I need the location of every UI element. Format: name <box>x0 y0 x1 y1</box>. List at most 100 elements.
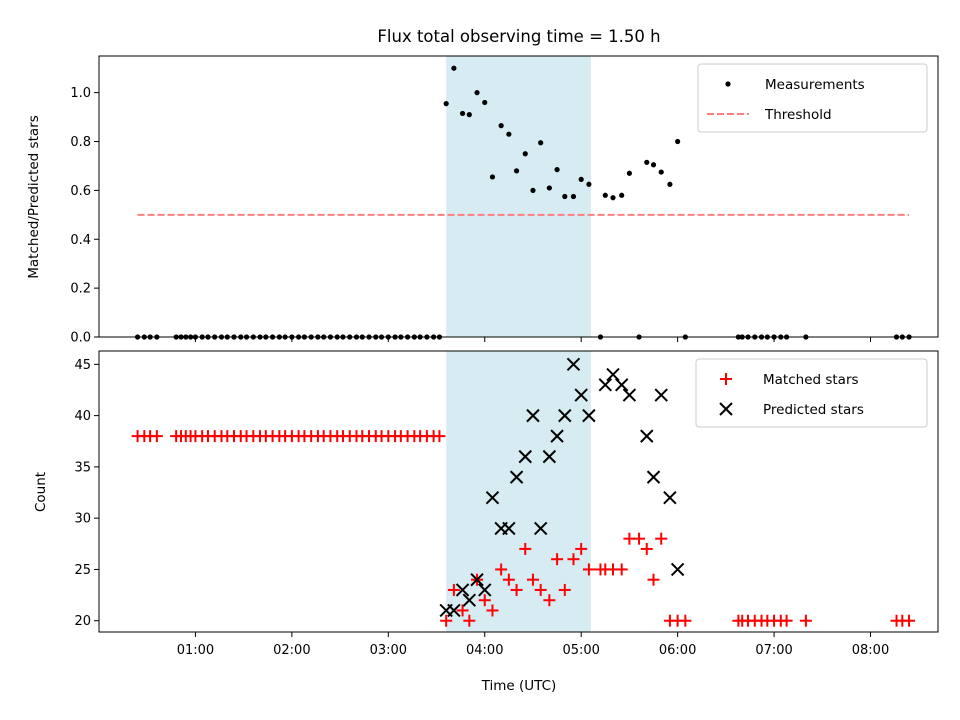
predicted-star-marker <box>470 572 484 587</box>
panel-ratio-plot <box>134 65 912 340</box>
predicted-star-marker <box>526 408 540 423</box>
measurement-point <box>506 131 512 137</box>
matched-star-marker <box>799 614 812 627</box>
panel-ratio-ticks: 0.0 0.2 0.4 0.6 0.8 1.0 <box>70 86 871 346</box>
predicted-star-marker <box>533 521 548 536</box>
matched-star-marker <box>903 614 916 627</box>
matched-star-marker <box>534 583 547 596</box>
predicted-star-marker <box>447 603 461 618</box>
chart-title: Flux total observing time = 1.50 h <box>377 27 660 46</box>
x-tick-label: 01:00 <box>177 643 214 658</box>
matched-star-marker <box>558 583 571 596</box>
matched-star-marker <box>447 583 460 596</box>
predicted-star-marker <box>509 470 524 484</box>
predicted-star-marker <box>670 562 685 577</box>
measurement-point <box>650 162 657 168</box>
y-tick-label: 0.0 <box>70 331 91 346</box>
measurement-point <box>522 151 528 157</box>
matched-star-marker <box>551 553 564 566</box>
legend-matched-marker <box>720 373 732 385</box>
legend-predicted-marker <box>719 402 733 416</box>
legend-bottom-frame <box>695 358 928 428</box>
y-tick-label: 20 <box>74 614 91 629</box>
panel-ratio-frame <box>98 55 939 338</box>
panel-ratio-ylabel: Matched/Predicted stars <box>26 115 42 278</box>
panel-counts-ticks: 01:00 02:00 03:00 04:00 05:00 06:00 07:00 08:00… <box>74 358 889 658</box>
matched-star-marker <box>433 430 446 443</box>
legend-measurements-marker <box>725 81 731 87</box>
matched-star-marker <box>495 563 508 576</box>
predicted-star-marker <box>646 470 661 484</box>
measurement-point <box>626 170 633 176</box>
matched-star-marker <box>655 532 668 545</box>
matched-star-marker <box>150 430 163 443</box>
matched-star-marker <box>478 594 491 607</box>
measurement-point <box>675 138 681 145</box>
predicted-star-marker <box>462 593 477 607</box>
measurement-point <box>570 193 577 200</box>
legend-bottom: Matched stars Predicted stars <box>695 358 928 428</box>
matched-star-marker <box>526 573 539 586</box>
measurement-point <box>578 176 584 182</box>
y-tick-label: 1.0 <box>70 86 91 101</box>
legend-threshold-label: Threshold <box>764 107 832 123</box>
panel-ratio-span <box>446 56 591 337</box>
measurement-point <box>602 192 608 198</box>
measurement-point <box>513 168 520 174</box>
y-tick-label: 30 <box>74 512 91 527</box>
predicted-star-marker <box>566 357 581 372</box>
matched-star-marker <box>679 614 692 627</box>
y-tick-label: 45 <box>74 358 91 373</box>
matched-star-marker <box>633 532 646 545</box>
y-tick-label: 0.2 <box>70 282 91 297</box>
matched-star-marker <box>615 563 628 576</box>
measurement-point <box>498 123 504 129</box>
measurement-point <box>658 169 664 175</box>
matched-star-marker <box>486 604 499 617</box>
matched-star-marker <box>582 563 595 576</box>
matched-star-marker <box>510 583 523 596</box>
y-tick-label: 0.4 <box>70 233 91 248</box>
x-axis-label: Time (UTC) <box>481 678 557 694</box>
predicted-star-marker <box>478 583 492 597</box>
predicted-star-marker <box>485 490 500 505</box>
predicted-star-marker <box>622 388 637 402</box>
legend-top: Measurements Threshold <box>697 63 928 133</box>
predicted-star-marker <box>455 583 470 597</box>
predicted-star-marker <box>640 429 654 443</box>
matched-star-marker <box>567 553 580 566</box>
measurement-point <box>610 195 616 201</box>
panel-counts-span <box>446 351 591 632</box>
legend-top-frame <box>697 63 928 133</box>
panel-ratio: 0.0 0.2 0.4 0.6 0.8 1.0 Matched/Predicted sta… <box>26 55 939 346</box>
matched-star-marker <box>519 542 532 555</box>
y-tick-label: 40 <box>74 409 91 424</box>
measurement-point <box>644 159 650 165</box>
x-tick-label: 03:00 <box>370 643 407 658</box>
y-tick-label: 0.8 <box>70 135 91 150</box>
measurement-point <box>443 101 449 107</box>
measurement-point <box>554 167 560 173</box>
x-tick-label: 05:00 <box>562 643 599 658</box>
measurement-point <box>451 65 457 71</box>
x-tick-label: 07:00 <box>755 643 792 658</box>
measurement-point <box>466 112 472 118</box>
predicted-star-marker <box>550 429 564 443</box>
predicted-star-marker <box>558 408 572 423</box>
matched-star-marker <box>463 614 476 627</box>
x-tick-label: 06:00 <box>659 643 696 658</box>
predicted-star-marker <box>606 367 620 382</box>
matched-star-marker <box>456 604 469 617</box>
panel-counts-ylabel: Count <box>33 472 49 512</box>
measurement-point <box>586 181 592 187</box>
predicted-star-marker <box>518 449 532 464</box>
panel-counts-frame <box>98 350 939 633</box>
measurement-point <box>538 140 544 146</box>
matched-star-marker <box>502 573 515 586</box>
matched-star-marker <box>647 573 660 586</box>
measurement-point <box>619 192 625 198</box>
legend-predicted-label: Predicted stars <box>763 402 864 418</box>
predicted-star-marker <box>542 449 557 464</box>
x-tick-label: 08:00 <box>852 643 889 658</box>
